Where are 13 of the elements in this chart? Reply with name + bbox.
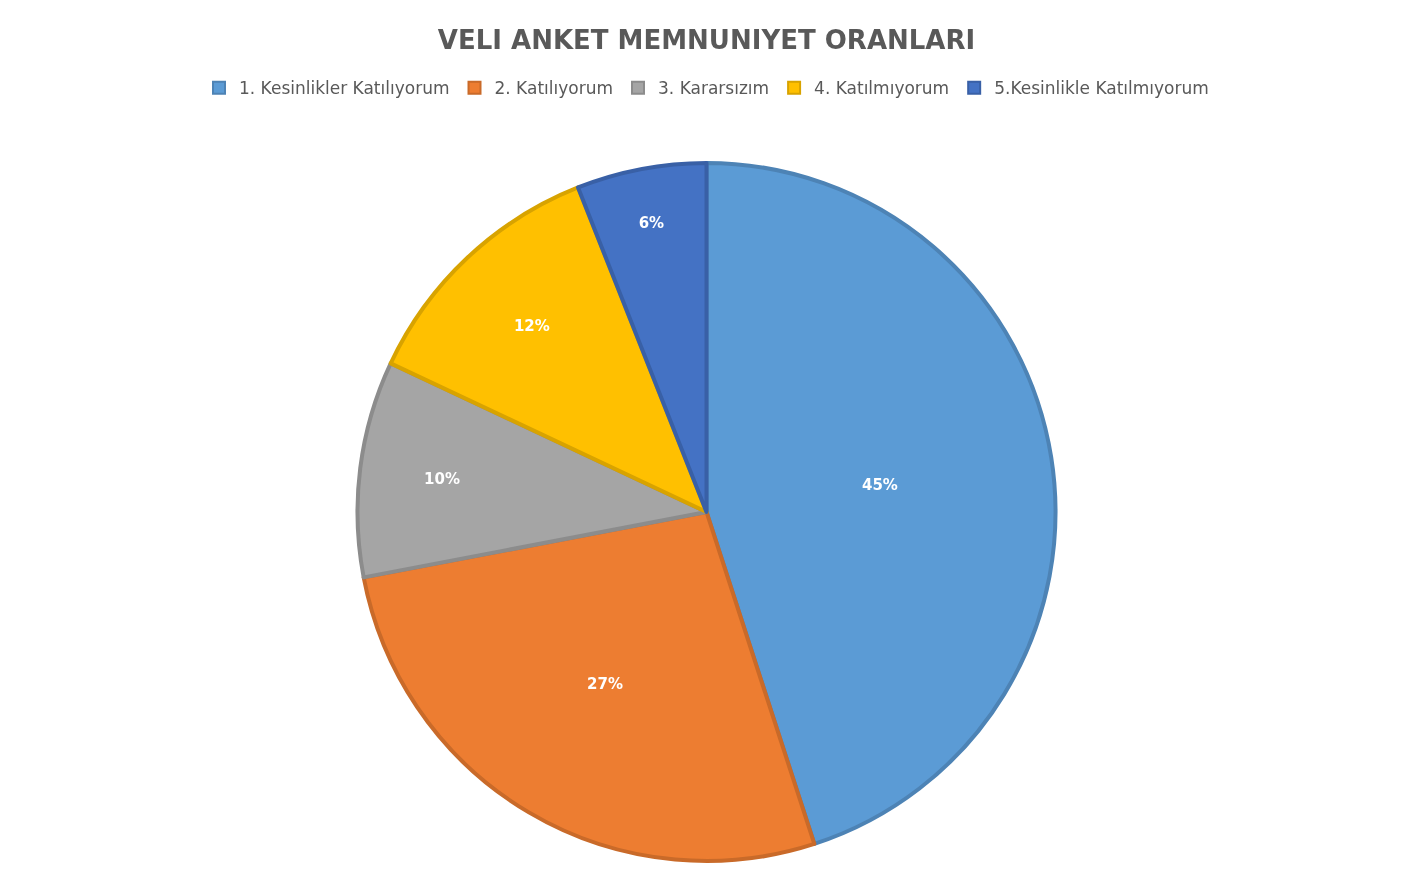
data-label: 6% [638,214,665,233]
legend-label: 1. Kesinlikler Katılıyorum [239,78,450,99]
legend-label: 3. Kararsızım [658,78,770,99]
legend-label: 4. Katılmıyorum [814,78,950,99]
pie-slice [576,160,709,514]
data-label: 27% [587,674,623,693]
legend-label: 2. Katılıyorum [494,78,614,99]
legend-label: 5.Kesinlikle Katılmıyorum [994,78,1209,99]
data-label: 45% [861,475,898,494]
data-label: 12% [513,317,550,336]
chart-title: VELI ANKET MEMNUNIYET ORANLARI [437,25,976,56]
data-label: 10% [424,469,460,488]
pie-slice [361,509,817,863]
